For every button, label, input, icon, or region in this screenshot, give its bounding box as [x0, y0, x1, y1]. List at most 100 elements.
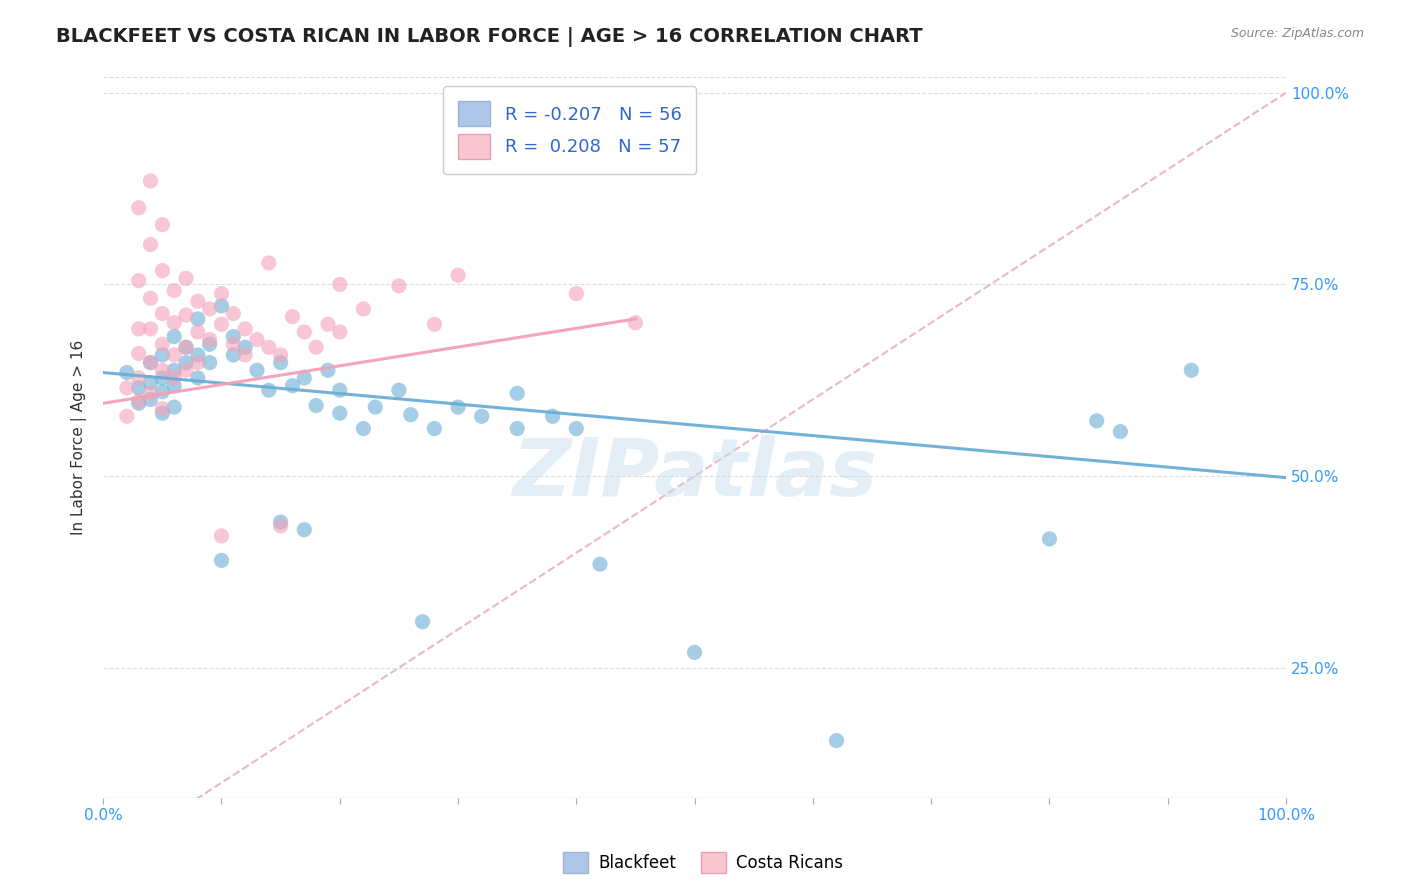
Point: [257, 340, 280, 354]
Point: [1085, 414, 1108, 428]
Point: [163, 400, 186, 414]
Point: [506, 421, 529, 435]
Point: [305, 399, 328, 413]
Point: [364, 400, 387, 414]
Point: [174, 340, 197, 354]
Point: [1109, 425, 1132, 439]
Point: [329, 277, 352, 292]
Point: [174, 363, 197, 377]
Point: [211, 299, 233, 313]
Point: [211, 286, 233, 301]
Point: [163, 316, 186, 330]
Point: [187, 348, 209, 362]
Point: [174, 340, 197, 354]
Point: [1038, 532, 1060, 546]
Point: [163, 378, 186, 392]
Point: [624, 316, 647, 330]
Point: [139, 386, 162, 401]
Point: [270, 356, 292, 370]
Point: [329, 325, 352, 339]
Point: [128, 201, 150, 215]
Text: BLACKFEET VS COSTA RICAN IN LABOR FORCE | AGE > 16 CORRELATION CHART: BLACKFEET VS COSTA RICAN IN LABOR FORCE …: [56, 27, 922, 46]
Point: [211, 318, 233, 332]
Point: [399, 408, 422, 422]
Point: [222, 307, 245, 321]
Point: [174, 271, 197, 285]
Point: [281, 378, 304, 392]
Point: [150, 406, 173, 420]
Point: [150, 363, 173, 377]
Point: [825, 733, 848, 747]
Point: [139, 376, 162, 390]
Point: [150, 348, 173, 362]
Point: [128, 393, 150, 408]
Point: [471, 409, 494, 424]
Point: [257, 256, 280, 270]
Point: [163, 371, 186, 385]
Point: [174, 308, 197, 322]
Point: [187, 325, 209, 339]
Legend: R = -0.207   N = 56, R =  0.208   N = 57: R = -0.207 N = 56, R = 0.208 N = 57: [443, 87, 696, 174]
Point: [316, 363, 339, 377]
Point: [198, 333, 221, 347]
Point: [115, 409, 138, 424]
Point: [447, 400, 470, 414]
Point: [128, 396, 150, 410]
Point: [128, 346, 150, 360]
Point: [187, 356, 209, 370]
Point: [115, 366, 138, 380]
Point: [187, 371, 209, 385]
Point: [150, 337, 173, 351]
Point: [211, 529, 233, 543]
Point: [128, 274, 150, 288]
Point: [150, 371, 173, 385]
Point: [150, 218, 173, 232]
Point: [198, 301, 221, 316]
Point: [447, 268, 470, 283]
Point: [257, 383, 280, 397]
Point: [163, 329, 186, 343]
Point: [292, 523, 315, 537]
Point: [423, 421, 446, 435]
Y-axis label: In Labor Force | Age > 16: In Labor Force | Age > 16: [72, 340, 87, 535]
Point: [150, 384, 173, 399]
Point: [187, 312, 209, 326]
Point: [589, 558, 612, 572]
Point: [246, 363, 269, 377]
Text: Source: ZipAtlas.com: Source: ZipAtlas.com: [1230, 27, 1364, 40]
Point: [198, 356, 221, 370]
Point: [565, 286, 588, 301]
Point: [329, 383, 352, 397]
Text: ZIPatlas: ZIPatlas: [512, 434, 877, 513]
Point: [150, 263, 173, 277]
Point: [139, 392, 162, 407]
Point: [270, 348, 292, 362]
Point: [270, 515, 292, 529]
Point: [211, 553, 233, 567]
Point: [198, 337, 221, 351]
Point: [305, 340, 328, 354]
Point: [150, 401, 173, 416]
Point: [150, 307, 173, 321]
Point: [222, 348, 245, 362]
Point: [388, 383, 411, 397]
Point: [163, 284, 186, 298]
Point: [233, 348, 256, 362]
Point: [128, 381, 150, 395]
Point: [139, 356, 162, 370]
Point: [292, 371, 315, 385]
Point: [541, 409, 564, 424]
Point: [423, 318, 446, 332]
Point: [222, 337, 245, 351]
Point: [187, 294, 209, 309]
Point: [281, 310, 304, 324]
Point: [233, 322, 256, 336]
Point: [316, 318, 339, 332]
Point: [163, 348, 186, 362]
Point: [1180, 363, 1202, 377]
Point: [352, 301, 374, 316]
Point: [139, 322, 162, 336]
Point: [506, 386, 529, 401]
Point: [139, 356, 162, 370]
Point: [128, 322, 150, 336]
